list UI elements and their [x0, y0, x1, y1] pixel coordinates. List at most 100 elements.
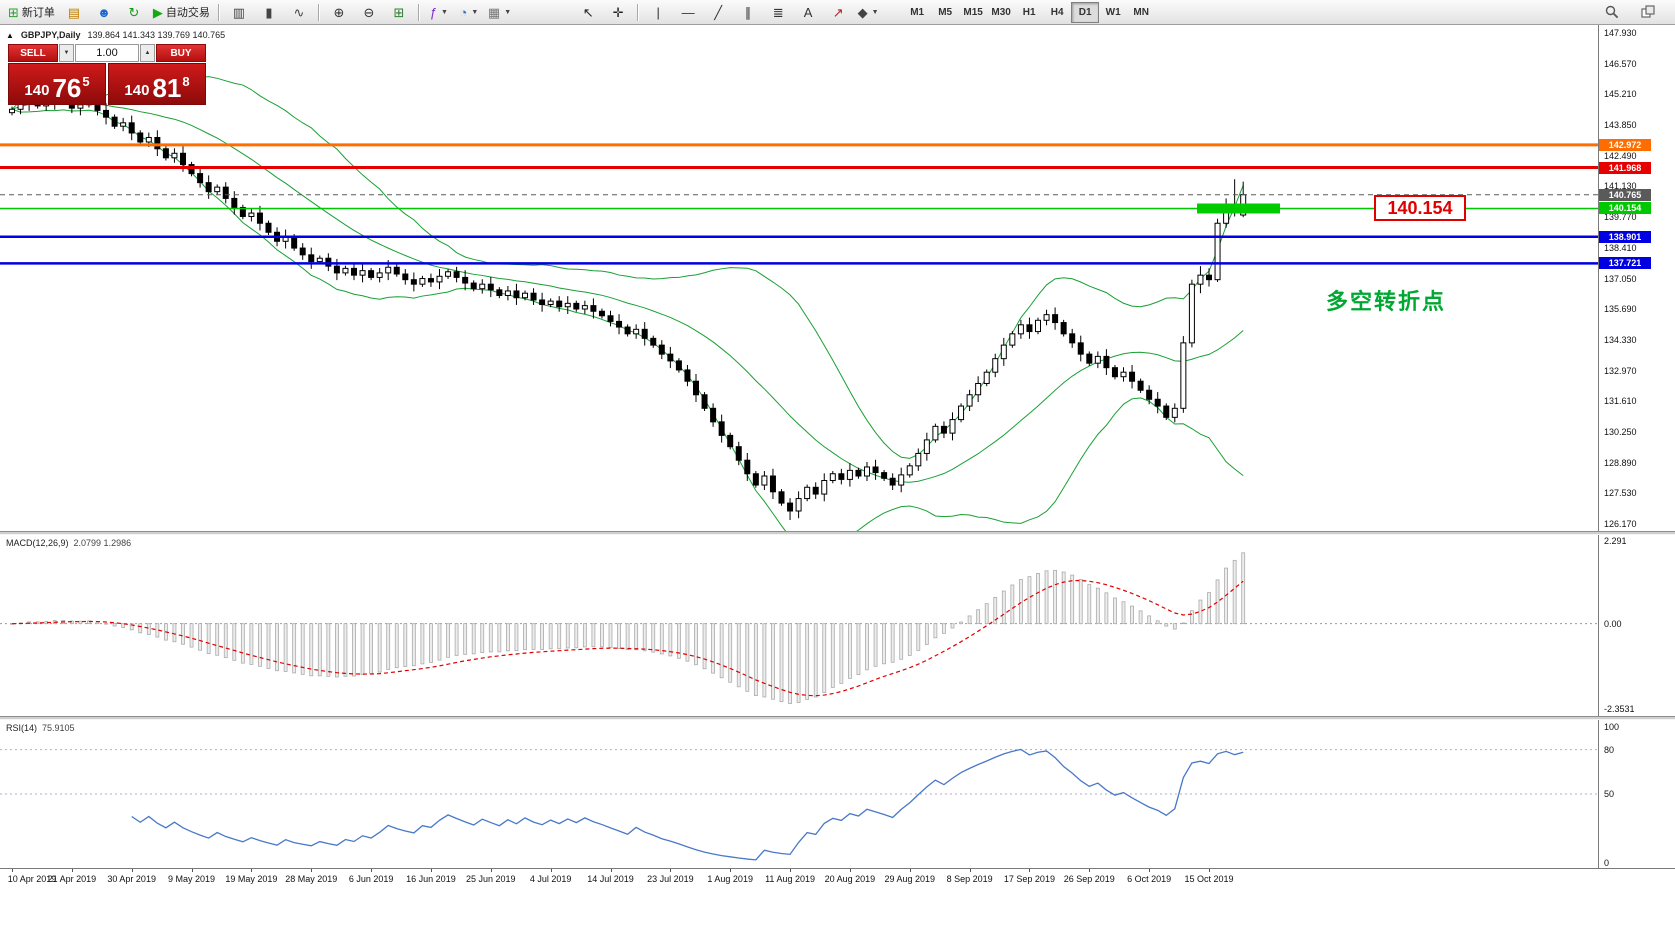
- pane-splitter-macd[interactable]: [0, 531, 1675, 535]
- date-label: 19 May 2019: [225, 874, 278, 884]
- collapse-oct-icon[interactable]: ▲: [6, 30, 14, 40]
- rsi-indicator-label: RSI(14) 75.9105: [6, 723, 75, 733]
- rsi-indicator-canvas[interactable]: [0, 720, 1598, 868]
- bar-chart-button[interactable]: ▥: [224, 1, 254, 23]
- volume-decrease-button[interactable]: ▼: [59, 44, 74, 62]
- channel-button[interactable]: ∥: [733, 1, 763, 23]
- date-tick: [430, 869, 432, 872]
- rsi-scale-label: 0: [1604, 858, 1610, 868]
- timeframe-m1[interactable]: M1: [910, 6, 925, 18]
- auto-trading-button[interactable]: ▶ 自动交易: [149, 1, 214, 23]
- line-chart-icon: ∿: [293, 4, 305, 20]
- rsi-name: RSI(14): [6, 723, 38, 733]
- arrows-button[interactable]: ↗: [823, 1, 853, 23]
- price-tick-label: 128.890: [1604, 457, 1637, 468]
- date-tick: [1209, 869, 1210, 872]
- toolbar-right-group: [1597, 1, 1663, 23]
- timeframe-h4[interactable]: H4: [1050, 6, 1064, 18]
- price-tag: 141.968: [1599, 161, 1651, 174]
- date-label: 17 Sep 2019: [1003, 874, 1055, 884]
- macd-indicator-canvas[interactable]: [0, 535, 1598, 716]
- price-tick-label: 131.610: [1604, 396, 1637, 407]
- zoom-out-button[interactable]: ⊖: [354, 1, 384, 23]
- auto-trading-label: 自动交易: [165, 7, 210, 19]
- templates-button[interactable]: ▦ ▼: [484, 1, 515, 23]
- one-click-trading-panel: SELL ▼ 1.00 ▲ BUY 140 76 5 140 81 8: [8, 44, 206, 105]
- date-label: 11 Aug 2019: [765, 874, 815, 884]
- profile-icon: ☻: [97, 4, 111, 20]
- refresh-button[interactable]: ↻: [119, 1, 149, 23]
- clock-icon: ◔: [459, 4, 468, 20]
- charts-button[interactable]: ▤: [59, 1, 89, 23]
- macd-name: MACD(12,26,9): [6, 538, 69, 548]
- timeframe-m30[interactable]: M30: [991, 6, 1011, 18]
- sell-price-base: 140: [24, 81, 50, 99]
- timeframe-w1[interactable]: W1: [1105, 6, 1121, 18]
- tile-windows-button[interactable]: ⊞: [384, 1, 414, 23]
- volume-input[interactable]: 1.00: [75, 44, 139, 62]
- date-tick: [1029, 869, 1031, 872]
- new-order-label: 新订单: [21, 7, 55, 19]
- shapes-button[interactable]: ◆ ▼: [853, 1, 883, 23]
- line-chart-button[interactable]: ∿: [284, 1, 314, 23]
- auto-trading-icon: ▶: [152, 4, 163, 20]
- turning-point-annotation: 多空转折点: [1326, 289, 1447, 314]
- timeframe-m15[interactable]: M15: [963, 6, 983, 18]
- oct-controls-row: SELL ▼ 1.00 ▲ BUY: [8, 44, 206, 62]
- date-label: 30 Apr 2019: [107, 874, 156, 884]
- text-button[interactable]: A: [793, 1, 823, 23]
- price-tick-label: 130.250: [1604, 427, 1637, 437]
- fibonacci-icon: ≣: [772, 4, 784, 20]
- macd-scale-label: -2.3531: [1604, 703, 1635, 714]
- pane-splitter-rsi[interactable]: [0, 716, 1675, 720]
- price-axis[interactable]: 147.930 146.570 145.210 143.850 142.490 141.1…: [1598, 25, 1675, 868]
- timeframe-m5[interactable]: M5: [938, 6, 953, 18]
- price-tick-label: 143.850: [1604, 120, 1637, 131]
- date-tick: [12, 869, 13, 872]
- rsi-scale-label: 80: [1604, 744, 1615, 755]
- time-axis[interactable]: 10 Apr 2019 21 Apr 2019 30 Apr 2019 9 May 2…: [0, 868, 1675, 894]
- fibonacci-button[interactable]: ≣: [763, 1, 793, 23]
- date-label: 23 Jul 2019: [647, 874, 694, 884]
- price-tag: 140.765: [1599, 188, 1651, 201]
- profile-button[interactable]: ☻: [89, 1, 119, 23]
- timeframe-h1[interactable]: H1: [1022, 6, 1036, 18]
- candlestick-chart-button[interactable]: ▮: [254, 1, 284, 23]
- price-chart-canvas[interactable]: [0, 25, 1598, 531]
- channel-icon: ∥: [744, 4, 752, 20]
- timeframe-mn[interactable]: MN: [1133, 6, 1149, 18]
- buy-price-button[interactable]: 140 81 8: [108, 63, 206, 105]
- sell-price-button[interactable]: 140 76 5: [8, 63, 106, 105]
- search-button[interactable]: [1597, 1, 1627, 23]
- indicators-button[interactable]: ƒ ▼: [424, 1, 454, 23]
- price-tick-label: 137.050: [1604, 273, 1637, 284]
- price-tick-label: 126.170: [1604, 519, 1637, 530]
- sell-price-frac: 5: [82, 74, 90, 89]
- rsi-scale-label: 50: [1604, 789, 1615, 799]
- zoom-in-button[interactable]: ⊕: [324, 1, 354, 23]
- date-tick: [131, 869, 133, 872]
- trendline-button[interactable]: ╱: [703, 1, 733, 23]
- new-order-button[interactable]: ⊞ 新订单: [4, 1, 59, 23]
- crosshair-button[interactable]: ✛: [603, 1, 633, 23]
- chevron-down-icon: ▼: [871, 8, 879, 16]
- horizontal-line-button[interactable]: —: [673, 1, 703, 23]
- timeframe-d1[interactable]: D1: [1071, 1, 1100, 23]
- vertical-line-icon: |: [656, 4, 660, 20]
- date-tick: [849, 869, 851, 872]
- horizontal-line-icon: —: [681, 4, 695, 20]
- refresh-icon: ↻: [128, 4, 140, 20]
- date-tick: [670, 869, 672, 872]
- volume-increase-button[interactable]: ▲: [140, 44, 155, 62]
- vertical-line-button[interactable]: |: [643, 1, 673, 23]
- date-tick: [371, 869, 373, 872]
- date-tick: [191, 869, 193, 872]
- sell-button[interactable]: SELL: [8, 44, 58, 62]
- cursor-button[interactable]: ↖: [573, 1, 603, 23]
- periods-button[interactable]: ◔ ▼: [454, 1, 484, 23]
- window-list-button[interactable]: [1633, 1, 1663, 23]
- buy-button[interactable]: BUY: [156, 44, 206, 62]
- zoom-in-icon: ⊕: [333, 4, 345, 20]
- chevron-down-icon: ▼: [63, 50, 70, 56]
